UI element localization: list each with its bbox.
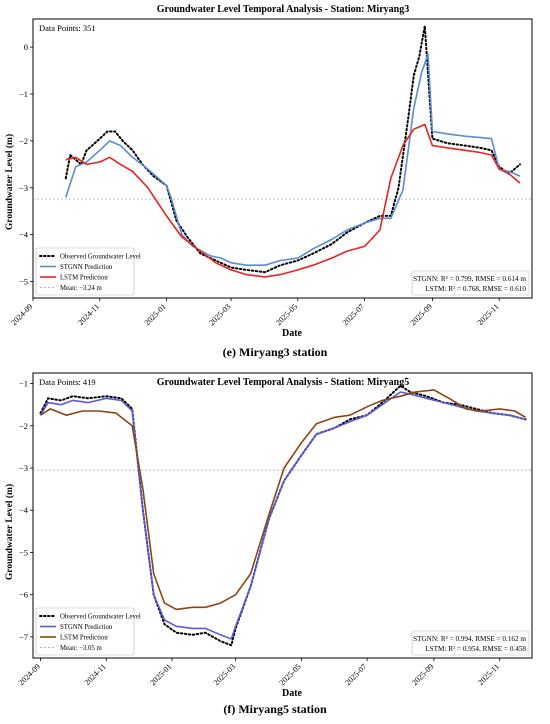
chart-title-e: Groundwater Level Temporal Analysis - St… (157, 4, 409, 15)
x-tick-label: 2025-03 (207, 302, 232, 327)
x-tick-label: 2025-07 (341, 302, 366, 327)
x-tick-label: 2025-05 (278, 662, 303, 687)
series-line-stgnn (65, 53, 521, 267)
plot-frame (32, 372, 533, 659)
legend-box (35, 607, 135, 656)
legend-label: STGNN Prediction (60, 264, 113, 271)
x-axis-label-e: Date (282, 328, 303, 339)
y-axis-label-f: Groundwater Level (m) (4, 484, 15, 580)
y-tick-label: −1 (19, 379, 28, 389)
y-tick-label: −4 (19, 505, 29, 515)
y-tick-label: −4 (19, 230, 29, 240)
metrics-box (411, 630, 530, 656)
legend-label: LSTM Prediction (60, 275, 108, 282)
series-line-lstm (40, 389, 526, 611)
x-tick-label: 2025-03 (212, 662, 237, 687)
x-tick-label: 2025-01 (148, 662, 173, 687)
plot-frame (32, 18, 533, 299)
x-axis-label-f: Date (282, 688, 303, 699)
chart-title-f: Groundwater Level Temporal Analysis - St… (157, 377, 409, 388)
chart-miryang3: 0 −1 −2 −3 −4 −5 2024-09 2024-11 2025-01 2025-03 2… (9, 18, 533, 327)
legend-label: Observed Groundwater Level (60, 254, 141, 261)
y-tick-label: −2 (19, 421, 28, 431)
caption-e: (e) Miryang3 station (223, 345, 328, 359)
metrics-label: LSTM: R² = 0.954, RMSE = 0.458 (425, 645, 526, 653)
y-tick-label: −3 (19, 463, 28, 473)
data-points-label: Data Points: 419 (39, 377, 96, 387)
metrics-label: LSTM: R² = 0.768, RMSE = 0.610 (425, 285, 526, 293)
legend-label: Mean: −3.05 m (60, 645, 102, 652)
y-tick-label: 0 (24, 42, 28, 52)
x-tick-label: 2024-09 (17, 662, 42, 687)
y-tick-label: −2 (19, 136, 28, 146)
y-tick-label: −3 (19, 183, 28, 193)
y-axis-label-e: Groundwater Level (m) (4, 134, 15, 230)
x-tick-label: 2024-09 (9, 302, 34, 327)
x-tick-label: 2025-09 (410, 662, 435, 687)
series-line-observed (39, 384, 527, 647)
metrics-label: STGNN: R² = 0.994, RMSE = 0.162 m (413, 635, 526, 643)
x-tick-label: 2025-07 (343, 662, 368, 687)
legend-label: Observed Groundwater Level (60, 614, 141, 621)
caption-f: (f) Miryang5 station (223, 702, 327, 716)
x-tick-label: 2025-05 (274, 302, 299, 327)
x-tick-label: 2025-09 (409, 302, 434, 327)
series-line-stgnn (39, 391, 526, 640)
series-line-lstm (65, 123, 521, 278)
series-line-observed (64, 25, 521, 274)
metrics-box (411, 270, 530, 296)
y-tick-label: −7 (19, 632, 28, 642)
y-tick-label: −1 (19, 89, 28, 99)
legend-label: STGNN Prediction (60, 624, 113, 631)
y-tick-label: −5 (19, 277, 28, 287)
x-tick-label: 2025-11 (476, 662, 501, 687)
legend-label: Mean: −3.24 m (60, 285, 102, 292)
y-tick-label: −5 (19, 547, 28, 557)
x-tick-label: 2024-11 (83, 662, 108, 687)
chart-miryang5: −1 −2 −3 −4 −5 −6 −7 2024-09 2024-11 2025-01 2025-… (17, 372, 533, 687)
metrics-label: STGNN: R² = 0.799, RMSE = 0.614 m (413, 275, 526, 283)
y-tick-label: −6 (19, 590, 28, 600)
data-points-label: Data Points: 351 (39, 23, 96, 33)
x-tick-label: 2025-11 (476, 302, 501, 327)
x-tick-label: 2024-11 (76, 302, 101, 327)
legend-box (35, 247, 135, 296)
legend-label: LSTM Prediction (60, 635, 108, 642)
x-tick-label: 2025-01 (143, 302, 168, 327)
